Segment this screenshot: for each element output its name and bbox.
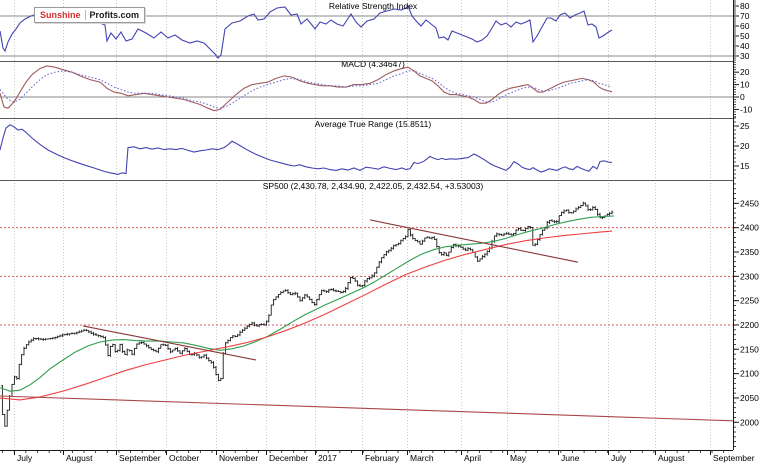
y-axis-label: 2200 [740,320,759,330]
series-ma-slow [0,230,613,401]
x-axis-label: July [17,453,33,463]
y-axis-label: 2300 [740,271,759,281]
x-axis-label: February [365,453,400,463]
x-axis-label: 2017 [318,453,337,463]
series-long-term-line [0,395,734,422]
y-axis-label: 25 [740,121,750,131]
x-axis-label: August [66,453,93,463]
y-axis-label: 80 [740,1,750,11]
y-axis-label: 20 [740,141,750,151]
y-axis-label: 2150 [740,344,759,354]
x-axis-label: November [219,453,258,463]
y-axis-label: 30 [740,51,750,61]
y-axis-label: 2000 [740,417,759,427]
x-axis-label: August [658,453,685,463]
series-rsi(14) [0,5,613,59]
series-resistance-line-2017 [369,219,579,263]
sunshineprofits-logo: Sunshine Profits.com [34,7,146,23]
x-axis-label: September [713,453,755,463]
logo-part-sunshine: Sunshine [40,10,86,20]
y-axis-label: -10 [740,104,753,114]
y-axis-label: 2100 [740,369,759,379]
series-resistance-line-2016 [82,325,257,361]
y-axis-label: 2050 [740,393,759,403]
y-axis-label: 60 [740,21,750,31]
x-axis-label: October [169,453,199,463]
panel-title-rsi: Relative Strength Index [329,1,418,11]
series-signal [0,70,613,109]
y-axis-label: 40 [740,41,750,51]
y-axis-label: 2250 [740,296,759,306]
series-macd [0,65,613,112]
series-ma-fast [0,215,615,392]
x-axis-label: April [464,453,481,463]
y-axis-label: 2450 [740,198,759,208]
y-axis-label: 70 [740,11,750,21]
x-axis-label: March [410,453,434,463]
panel-title-macd: MACD (4.34647) [341,59,405,69]
x-axis-label: May [510,453,527,463]
ohlc-bars [1,201,614,427]
y-axis-label: 15 [740,161,750,171]
logo-part-profits: Profits.com [89,10,140,20]
y-axis-label: 50 [740,31,750,41]
x-axis-label: September [119,453,161,463]
y-axis-label: 2400 [740,223,759,233]
y-axis-label: 0 [740,92,745,102]
x-axis-label: June [561,453,580,463]
y-axis-label: 20 [740,67,750,77]
y-axis-label: 10 [740,80,750,90]
y-axis-label: 2350 [740,247,759,257]
panel-title-atr: Average True Range (15.8511) [315,119,432,129]
x-axis-label: July [611,453,627,463]
x-axis-label: December [269,453,308,463]
panel-title-price: SP500 (2,430.78, 2,434.90, 2,422.05, 2,4… [263,181,484,191]
series-atr(14) [0,124,613,175]
